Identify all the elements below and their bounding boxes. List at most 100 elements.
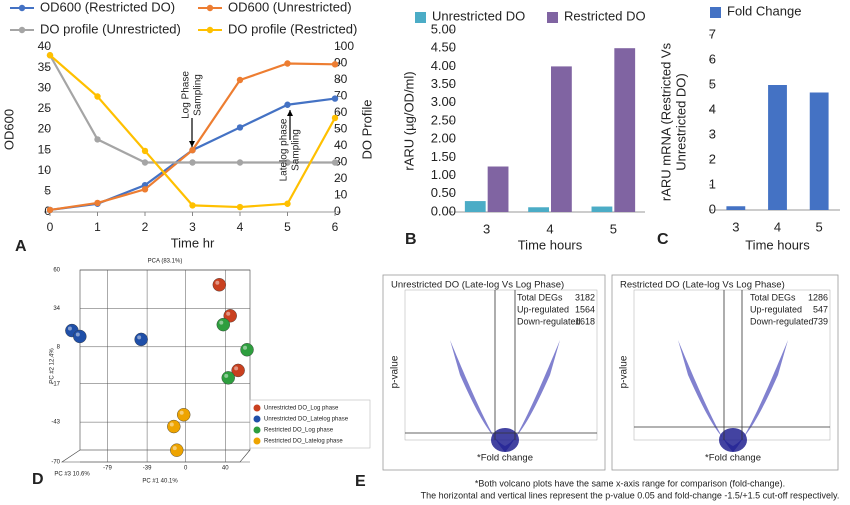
point-highlight — [226, 311, 231, 316]
x-axis-title: *Fold change — [477, 453, 533, 464]
stat-label: Down-regulated — [750, 316, 814, 326]
y2-axis-title: DO Profile — [359, 100, 374, 160]
y-tick-label: 6 — [709, 51, 716, 66]
volcano-cloud — [450, 340, 560, 452]
chart-title: PCA (83.1%) — [148, 259, 183, 265]
volcano-core — [719, 428, 747, 452]
point — [240, 343, 254, 357]
stat-value: 1286 — [808, 292, 828, 302]
point — [236, 159, 244, 166]
y-tick-label: 30 — [334, 155, 348, 169]
bar — [614, 48, 636, 213]
point-highlight — [169, 422, 174, 427]
point — [223, 309, 237, 323]
legend-label: Unrestricted DO_Log phase — [264, 406, 339, 412]
stat-label: Down-regulated — [517, 316, 581, 326]
y-tick-label: 8 — [57, 344, 61, 350]
y-tick-label: 0 — [334, 204, 341, 218]
y-tick-label: 5.00 — [431, 21, 456, 36]
point — [46, 206, 54, 214]
y-axis-title: p-value — [619, 355, 630, 388]
bar — [726, 206, 746, 210]
y-axis-title: rARU mRNA (Restricted Vs — [658, 42, 673, 201]
point — [141, 186, 149, 193]
y-tick-label: 1.50 — [431, 149, 456, 164]
y-tick-label: 4 — [709, 101, 716, 116]
point — [177, 408, 191, 422]
annotation: Sampling — [193, 74, 204, 116]
legend-label: Unrestricted DO — [432, 8, 525, 23]
point-highlight — [179, 410, 184, 415]
y-tick-label: -70 — [51, 460, 60, 466]
legend-label: Restricted DO_Log phase — [264, 428, 334, 434]
x-tick-label: 3 — [732, 219, 739, 234]
y-tick-label: 60 — [53, 268, 60, 274]
stat-label: Up-regulated — [750, 304, 802, 314]
x-tick-label: 0 — [47, 220, 54, 234]
y-tick-label: 2.00 — [431, 131, 456, 146]
point — [284, 159, 291, 166]
y-tick-label: 3.00 — [431, 94, 456, 109]
y-tick-label: 0 — [709, 201, 716, 216]
legend-label: OD600 (Unrestricted) — [228, 0, 352, 14]
x-tick-label: 3 — [483, 221, 490, 236]
y-tick-label: -17 — [51, 381, 60, 387]
footnote: The horizontal and vertical lines repres… — [421, 490, 840, 500]
legend-marker — [206, 26, 214, 34]
point — [331, 159, 339, 166]
x-tick-label: 2 — [142, 220, 149, 234]
x-tick-label: 4 — [237, 220, 244, 234]
point — [46, 52, 54, 59]
bar — [487, 166, 509, 212]
y-tick-label: 0.50 — [431, 185, 456, 200]
y-axis-title: Unrestricted DO) — [673, 73, 688, 171]
pca-plot: 60 34 8 -17 -43 -70 -79 -39 0 40 PCA (83.1%) PC #1 … — [50, 259, 371, 485]
x-tick-label: 4 — [774, 219, 781, 234]
y-axis-title: PC #2 12.4% — [50, 348, 56, 384]
y-axis-title: OD600 — [1, 109, 16, 150]
point — [212, 278, 227, 292]
point — [189, 146, 196, 154]
x-tick-label: 40 — [222, 466, 229, 472]
legend-swatch — [547, 12, 558, 23]
y-tick-label: 40 — [334, 138, 348, 152]
y-tick-label: 80 — [334, 72, 348, 86]
y-axis-title: rARU (µg/OD/ml) — [401, 71, 416, 170]
y-tick-label: 30 — [38, 80, 52, 94]
point — [94, 136, 101, 143]
panel-label: A — [15, 238, 27, 255]
x-axis-title: PC #1 40.1% — [142, 479, 178, 485]
y-tick-label: 10 — [334, 188, 348, 202]
y-tick-label: 7 — [709, 26, 716, 41]
x-axis-title: *Fold change — [705, 453, 761, 464]
volcano-title: Restricted DO (Late-log Vs Log Phase) — [620, 280, 785, 291]
y-tick-label: 15 — [38, 142, 52, 156]
x-tick-label: -79 — [103, 466, 112, 472]
point — [284, 60, 291, 67]
point — [284, 200, 291, 207]
point-highlight — [215, 280, 220, 285]
point — [170, 443, 184, 457]
point — [94, 199, 101, 207]
point — [236, 124, 244, 131]
y-tick-label: 60 — [334, 105, 348, 119]
y-tick-label: 4.00 — [431, 58, 456, 73]
bar — [591, 206, 613, 212]
annotation: Sampling — [291, 129, 302, 171]
y-axis-title: p-value — [390, 355, 401, 388]
x-tick-label: -39 — [143, 466, 152, 472]
panel-label: E — [355, 473, 366, 490]
bar — [551, 66, 572, 213]
x-tick-label: 3 — [189, 220, 196, 234]
legend-marker — [206, 4, 214, 12]
x-tick-label: 4 — [546, 221, 553, 236]
x-tick-label: 5 — [816, 219, 823, 234]
y-tick-label: 10 — [38, 163, 52, 177]
point — [331, 114, 339, 122]
legend-marker — [18, 4, 26, 12]
y-tick-label: 20 — [334, 171, 348, 185]
legend-label: Restricted DO — [564, 8, 646, 23]
point — [231, 363, 245, 378]
y-tick-label: 2.50 — [431, 112, 456, 127]
x-tick-label: 1 — [94, 220, 101, 234]
